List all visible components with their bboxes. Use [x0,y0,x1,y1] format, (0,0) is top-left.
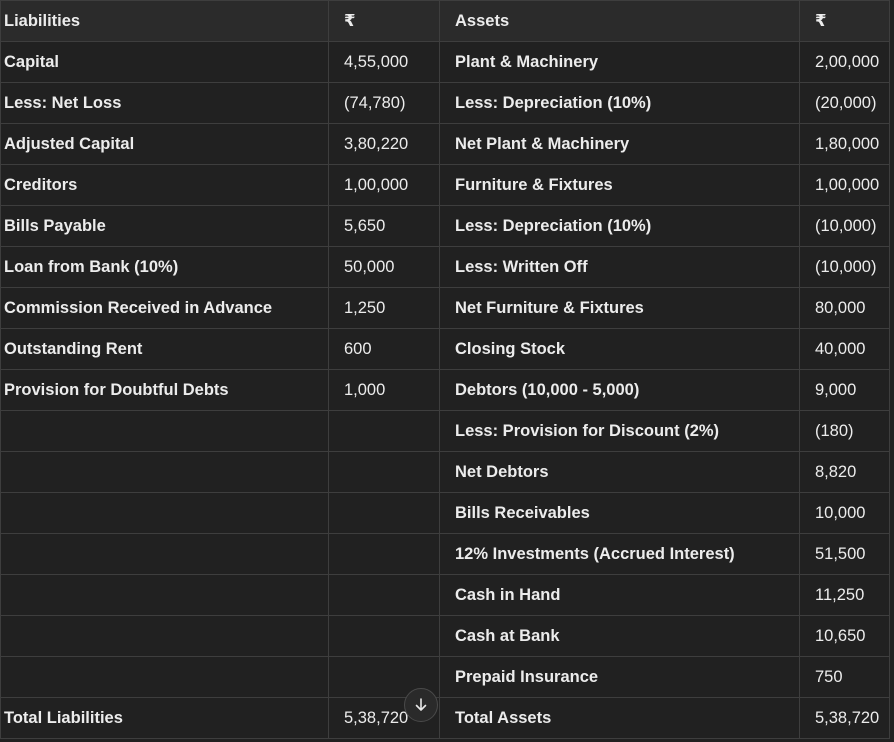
header-assets: Assets [439,0,800,42]
asset-amount-cell: 10,000 [799,492,890,534]
table-row: Provision for Doubtful Debts 1,000 Debtors… [0,369,890,411]
liability-amount-cell: 1,00,000 [328,164,440,206]
asset-amount-cell: (180) [799,410,890,452]
asset-amount-cell: 40,000 [799,328,890,370]
asset-label-cell: Cash in Hand [439,574,800,616]
table-row: Cash at Bank 10,650 [0,615,890,657]
liability-label-cell: Total Liabilities [0,697,329,739]
liability-label-cell [0,615,329,657]
liability-amount-cell [328,656,440,698]
table-row: Capital 4,55,000 Plant & Machinery 2,00,000 [0,41,890,83]
liability-label-cell: Bills Payable [0,205,329,247]
liability-amount-cell: 600 [328,328,440,370]
liability-label-cell: Loan from Bank (10%) [0,246,329,288]
header-liabilities-amount: ₹ [328,0,440,42]
table-row: Net Debtors 8,820 [0,451,890,493]
table-row: 12% Investments (Accrued Interest) 51,500 [0,533,890,575]
liability-label-cell [0,410,329,452]
asset-label-cell: Less: Written Off [439,246,800,288]
table-row: Less: Provision for Discount (2%) (180) [0,410,890,452]
asset-amount-cell: 1,80,000 [799,123,890,165]
table-row: Loan from Bank (10%) 50,000 Less: Written … [0,246,890,288]
asset-amount-cell: (20,000) [799,82,890,124]
header-liabilities: Liabilities [0,0,329,42]
liability-label-cell [0,492,329,534]
asset-label-cell: Net Furniture & Fixtures [439,287,800,329]
table-body: Capital 4,55,000 Plant & Machinery 2,00,000… [0,41,890,739]
table-header-row: Liabilities ₹ Assets ₹ [0,0,890,42]
liability-label-cell [0,451,329,493]
liability-amount-cell [328,533,440,575]
asset-label-cell: Less: Depreciation (10%) [439,205,800,247]
liability-amount-cell: 4,55,000 [328,41,440,83]
liability-amount-cell [328,451,440,493]
liability-amount-cell [328,615,440,657]
liability-amount-cell: 3,80,220 [328,123,440,165]
asset-label-cell: Net Debtors [439,451,800,493]
asset-amount-cell: 1,00,000 [799,164,890,206]
asset-amount-cell: 10,650 [799,615,890,657]
table-row: Commission Received in Advance 1,250 Net F… [0,287,890,329]
table-row: Creditors 1,00,000 Furniture & Fixtures 1,0… [0,164,890,206]
table-row: Bills Receivables 10,000 [0,492,890,534]
liability-amount-cell: (74,780) [328,82,440,124]
liability-amount-cell: 1,000 [328,369,440,411]
asset-amount-cell: (10,000) [799,205,890,247]
asset-label-cell: 12% Investments (Accrued Interest) [439,533,800,575]
liability-label-cell [0,533,329,575]
table-row: Less: Net Loss (74,780) Less: Depreciation… [0,82,890,124]
asset-amount-cell: 9,000 [799,369,890,411]
liability-label-cell [0,656,329,698]
asset-label-cell: Plant & Machinery [439,41,800,83]
liability-amount-cell [328,492,440,534]
liability-label-cell: Adjusted Capital [0,123,329,165]
liability-label-cell: Provision for Doubtful Debts [0,369,329,411]
asset-amount-cell: (10,000) [799,246,890,288]
header-assets-amount: ₹ [799,0,890,42]
liability-amount-cell: 1,250 [328,287,440,329]
liability-amount-cell: 50,000 [328,246,440,288]
asset-label-cell: Bills Receivables [439,492,800,534]
asset-amount-cell: 51,500 [799,533,890,575]
asset-label-cell: Total Assets [439,697,800,739]
table-row: Outstanding Rent 600 Closing Stock 40,000 [0,328,890,370]
asset-amount-cell: 2,00,000 [799,41,890,83]
asset-amount-cell: 80,000 [799,287,890,329]
table-row: Bills Payable 5,650 Less: Depreciation (10… [0,205,890,247]
table-row: Prepaid Insurance 750 [0,656,890,698]
asset-label-cell: Prepaid Insurance [439,656,800,698]
asset-label-cell: Less: Provision for Discount (2%) [439,410,800,452]
liability-amount-cell: 5,650 [328,205,440,247]
arrow-down-icon [415,698,427,711]
asset-amount-cell: 8,820 [799,451,890,493]
table-row: Cash in Hand 11,250 [0,574,890,616]
asset-label-cell: Debtors (10,000 - 5,000) [439,369,800,411]
liability-amount-cell [328,574,440,616]
asset-amount-cell: 5,38,720 [799,697,890,739]
asset-amount-cell: 11,250 [799,574,890,616]
liability-label-cell [0,574,329,616]
liability-label-cell: Outstanding Rent [0,328,329,370]
asset-amount-cell: 750 [799,656,890,698]
liability-amount-cell [328,410,440,452]
liability-label-cell: Less: Net Loss [0,82,329,124]
asset-label-cell: Closing Stock [439,328,800,370]
liability-label-cell: Commission Received in Advance [0,287,329,329]
table-row: Total Liabilities 5,38,720 Total Assets 5,3… [0,697,890,739]
scroll-to-bottom-button[interactable] [404,688,438,722]
asset-label-cell: Furniture & Fixtures [439,164,800,206]
asset-label-cell: Net Plant & Machinery [439,123,800,165]
asset-label-cell: Less: Depreciation (10%) [439,82,800,124]
asset-label-cell: Cash at Bank [439,615,800,657]
table-row: Adjusted Capital 3,80,220 Net Plant & Mach… [0,123,890,165]
liability-label-cell: Capital [0,41,329,83]
liability-label-cell: Creditors [0,164,329,206]
